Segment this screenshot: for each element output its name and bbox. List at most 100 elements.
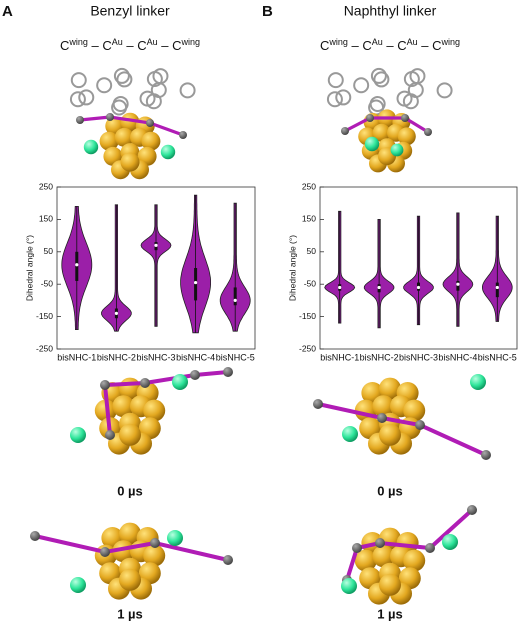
x-tick-label: bisNHC-3: [399, 352, 438, 362]
median: [233, 298, 237, 302]
formula-part: Au: [407, 37, 418, 47]
y-tick-label: 150: [302, 214, 316, 224]
ligand-atom: [150, 538, 160, 548]
gold-atom: [372, 395, 395, 418]
formula-part: – C: [418, 38, 442, 53]
ligand-atom: [401, 114, 409, 122]
ligand-atom: [341, 127, 349, 135]
panel-label: A: [2, 3, 13, 20]
gold-atom: [372, 123, 391, 142]
chloride: [390, 143, 404, 157]
gold-atom: [120, 152, 140, 172]
chloride: [70, 577, 86, 593]
formula-part: – C: [383, 38, 407, 53]
wire-ring: [69, 91, 86, 108]
ligand-wireframe: [326, 67, 453, 116]
panel-title: Benzyl linker: [90, 3, 170, 19]
x-tick-label: bisNHC-5: [478, 352, 517, 362]
ligand: [30, 531, 233, 565]
ligand-atom: [140, 378, 150, 388]
y-tick-label: 150: [39, 214, 53, 224]
wire-ring: [139, 90, 156, 107]
iqr-box: [233, 287, 237, 306]
x-tick-label: bisNHC-2: [360, 352, 399, 362]
chloride: [470, 374, 486, 390]
y-tick-label: 250: [302, 181, 316, 191]
formula-part: wing: [328, 37, 348, 47]
panel-title: Naphthyl linker: [344, 3, 437, 19]
ligand-atom: [190, 370, 200, 380]
formula-part: C: [320, 38, 329, 53]
median: [377, 285, 381, 290]
chloride: [83, 139, 99, 155]
ligand-path: [33, 534, 230, 562]
gold-atom: [379, 573, 401, 596]
y-tick-label: 50: [307, 246, 317, 256]
ligand: [342, 505, 477, 585]
ligand-atom: [377, 413, 387, 423]
y-tick-label: -250: [36, 343, 53, 353]
wire-ring: [335, 89, 352, 106]
y-tick-label: -50: [304, 278, 317, 288]
iqr-box: [75, 251, 79, 281]
formula-part: wing: [440, 37, 460, 47]
median: [194, 280, 198, 285]
median: [416, 285, 421, 290]
gold-atom: [372, 545, 395, 568]
plot-frame: [56, 186, 256, 350]
wire-ring: [70, 72, 87, 89]
ligand: [100, 367, 233, 440]
ligand-path: [78, 115, 185, 137]
formula-part: Au: [147, 37, 158, 47]
wire-ring: [96, 77, 113, 94]
panel-label: B: [262, 3, 273, 20]
gold-atom: [403, 399, 426, 422]
ligand-atom: [366, 114, 374, 122]
y-axis-label: Dihedral angle (°): [287, 235, 297, 301]
wire-ring: [326, 91, 343, 108]
x-tick-label: bisNHC-3: [136, 352, 175, 362]
median: [456, 282, 460, 286]
gold-atom: [379, 423, 401, 446]
chloride: [172, 374, 188, 390]
y-tick-label: -50: [41, 278, 54, 288]
formula-part: wing: [180, 37, 200, 47]
formula-part: – C: [123, 38, 147, 53]
snapshot-caption: 0 µs: [377, 483, 403, 498]
ligand-atom: [425, 543, 435, 553]
chloride: [167, 530, 183, 546]
wire-ring: [369, 95, 386, 112]
chloride: [342, 426, 358, 442]
formula-part: – C: [348, 38, 372, 53]
snapshot-caption: 0 µs: [117, 483, 143, 498]
gold-cluster: [94, 522, 166, 600]
gold-atom: [119, 568, 141, 591]
formula-part: wing: [68, 37, 88, 47]
y-tick-label: -250: [299, 343, 316, 353]
snapshot-caption: 1 µs: [117, 606, 143, 621]
ligand-path: [343, 116, 430, 134]
wire-ring: [436, 82, 453, 99]
snapshot-caption: 1 µs: [377, 606, 403, 621]
chloride: [442, 534, 458, 550]
x-tick-label: bisNHC-4: [438, 352, 477, 362]
gold-atom: [119, 522, 141, 545]
gold-atom: [354, 549, 377, 572]
x-tick-label: bisNHC-1: [320, 352, 359, 362]
ligand: [313, 399, 491, 460]
wire-ring: [396, 90, 413, 107]
gold-atom: [143, 399, 166, 422]
formula: Cwing – CAu – CAu – Cwing: [60, 37, 200, 53]
ligand-atom: [223, 367, 233, 377]
gold-atom: [403, 549, 426, 572]
gold-atom: [99, 131, 119, 151]
gold-atom: [143, 544, 166, 567]
ligand-atom: [100, 547, 110, 557]
chloride: [341, 578, 357, 594]
wire-ring: [370, 67, 387, 84]
y-axis-label: Dihedral angle (°): [24, 235, 34, 301]
ligand-atom: [467, 505, 477, 515]
wire-ring: [327, 72, 344, 89]
gold-atom: [397, 127, 416, 146]
